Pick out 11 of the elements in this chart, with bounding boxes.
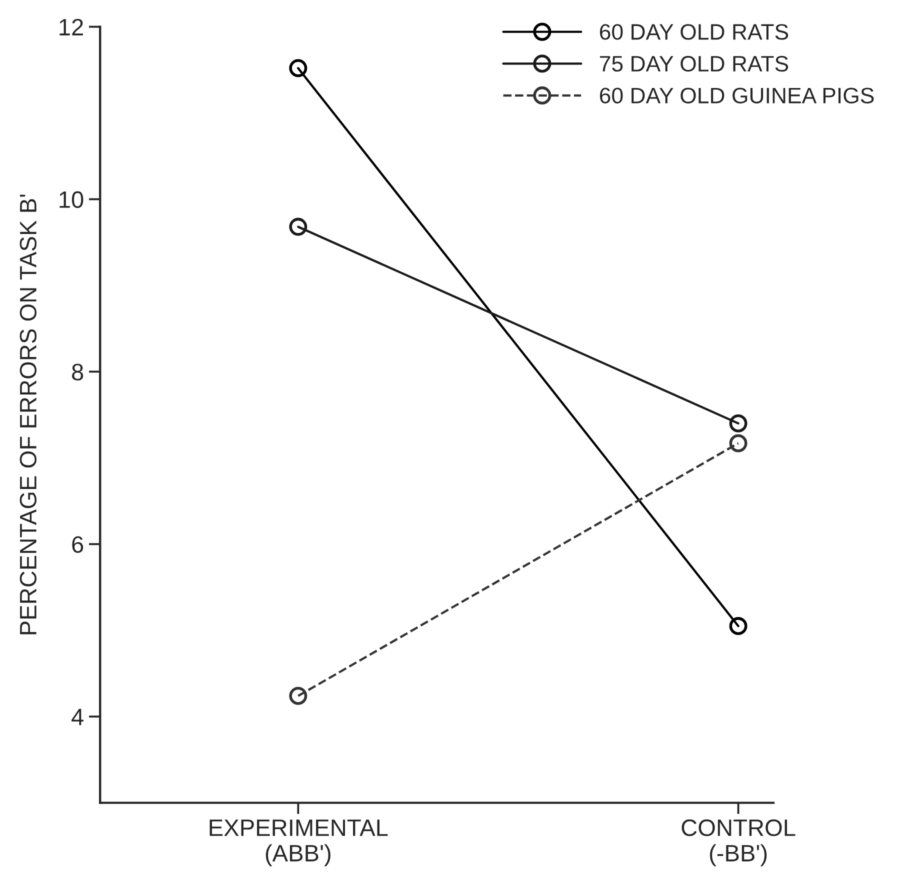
y-tick-label: 6 bbox=[72, 536, 84, 553]
y-axis-title: PERCENTAGE OF ERRORS ON TASK B' bbox=[20, 194, 37, 634]
y-tick-label: 4 bbox=[72, 708, 84, 726]
legend-label: 60 DAY OLD RATS bbox=[600, 24, 788, 40]
y-tick-label: 12 bbox=[60, 18, 83, 36]
y-tick-label: 8 bbox=[72, 364, 84, 380]
legend-label: 60 DAY OLD GUINEA PIGS bbox=[600, 88, 874, 104]
y-tick-label: 10 bbox=[60, 191, 84, 208]
x-tick-label: EXPERIMENTAL (ABB') bbox=[210, 820, 388, 866]
legend-label: 75 DAY OLD RATS bbox=[600, 56, 788, 72]
x-tick-label: CONTROL (-BB') bbox=[682, 819, 796, 866]
